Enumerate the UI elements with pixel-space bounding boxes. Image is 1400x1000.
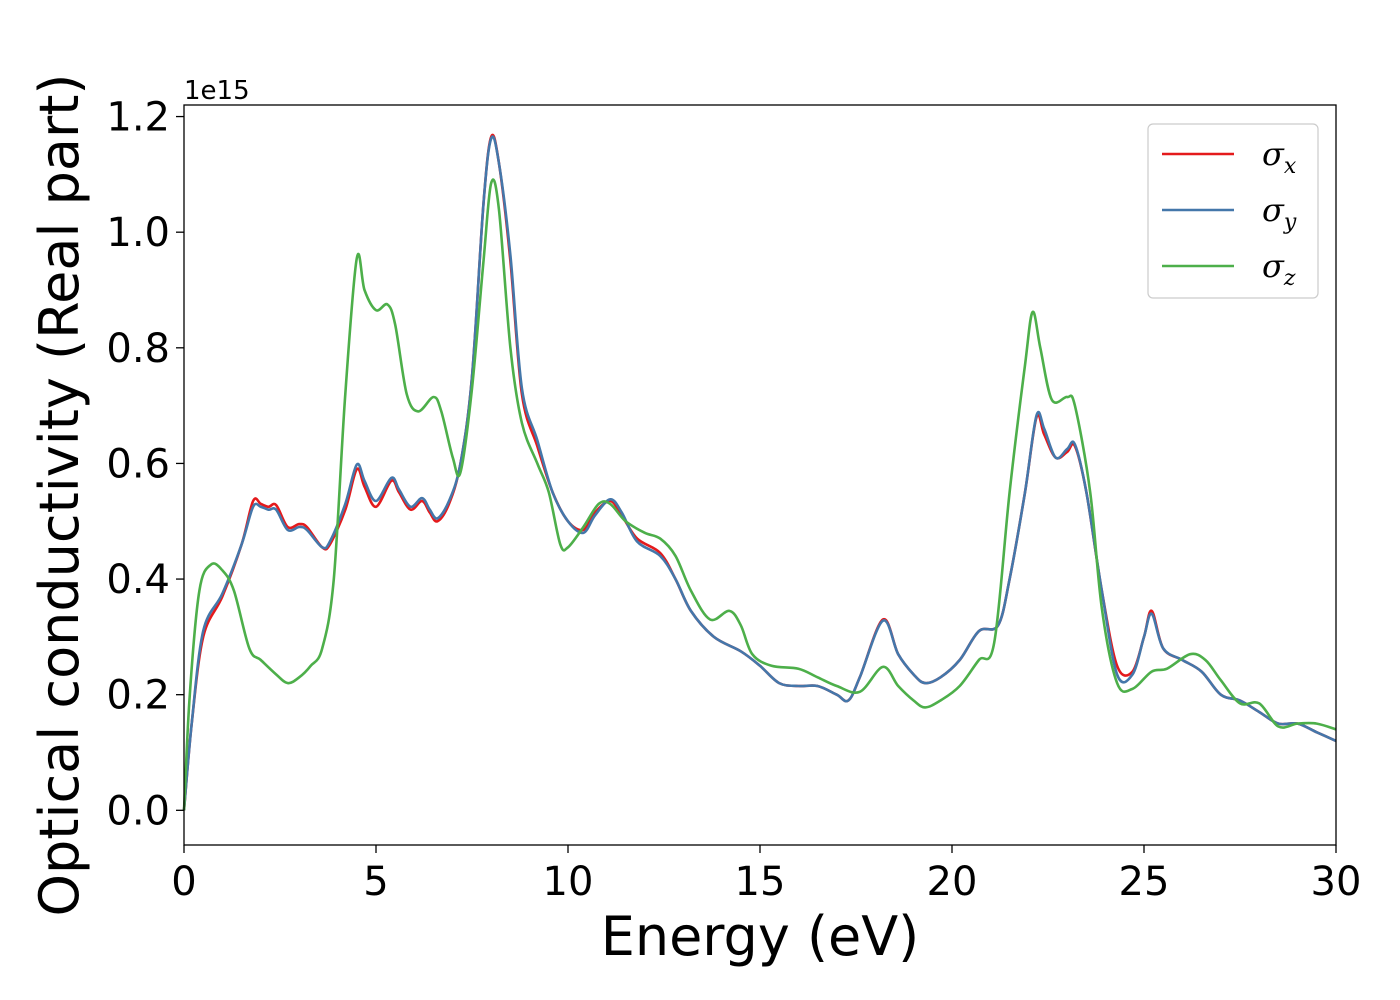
x-tick-label: 20 (927, 859, 978, 905)
y-axis-ticks: 0.0 0.2 0.4 0.6 0.8 1.0 1.2 (106, 95, 184, 834)
series-line-sigma-z (182, 178, 1337, 811)
y-tick-label: 1.2 (106, 95, 170, 141)
x-tick-label: 10 (543, 859, 594, 905)
y-offset-label: 1e15 (184, 76, 250, 106)
y-tick-label: 0.4 (106, 557, 170, 603)
x-axis-ticks: 0 5 10 15 20 25 30 (171, 845, 1361, 905)
y-tick-label: 0.0 (106, 788, 170, 834)
y-tick-label: 1.0 (106, 210, 170, 256)
legend-label-sigma-y: σy (1262, 191, 1297, 235)
x-tick-label: 30 (1311, 859, 1362, 905)
y-tick-label: 0.6 (106, 441, 170, 487)
y-axis-title: Optical conductivity (Real part) (28, 74, 91, 917)
series-layer (182, 133, 1337, 811)
x-tick-label: 15 (735, 859, 786, 905)
x-tick-label: 25 (1119, 859, 1170, 905)
y-tick-label: 0.8 (106, 326, 170, 372)
legend-label-sigma-x: σx (1262, 135, 1297, 179)
x-tick-label: 0 (171, 859, 196, 905)
legend: σx σy σz (1147, 123, 1319, 299)
series-line-sigma-y (182, 135, 1337, 811)
legend-label-sigma-z: σz (1262, 247, 1296, 291)
x-tick-label: 5 (363, 859, 388, 905)
y-tick-label: 0.2 (106, 673, 170, 719)
x-axis-title: Energy (eV) (601, 905, 920, 968)
